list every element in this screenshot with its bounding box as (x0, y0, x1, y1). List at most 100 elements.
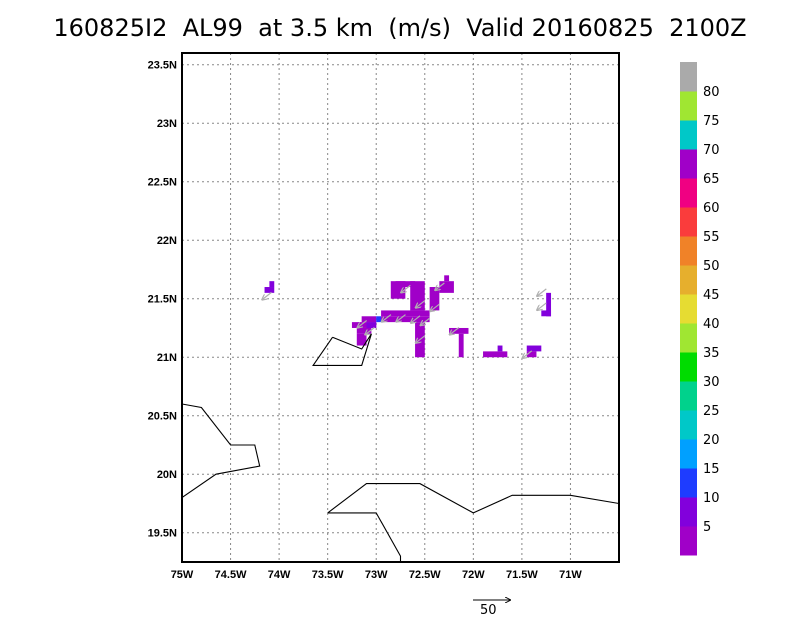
longitude-tick-labels: 75W 74.5W 74W 73.5W 73W 72.5W 72W 71.5W 71W (171, 569, 583, 581)
colorbar-segment (680, 149, 697, 179)
lat-tick-label: 21N (157, 352, 177, 364)
colorbar-segment (680, 62, 697, 92)
lon-tick-label: 74.5W (215, 569, 247, 581)
colorbar-segment (680, 294, 697, 324)
wind-cell (381, 310, 430, 317)
colorbar-label: 45 (703, 288, 720, 303)
wind-vector (411, 315, 421, 323)
wind-vector (401, 284, 411, 292)
wind-vector (430, 303, 440, 311)
wind-speed-field (264, 275, 552, 358)
lat-tick-label: 22.5N (148, 177, 177, 189)
lon-tick-label: 73W (365, 569, 388, 581)
lat-tick-label: 20.5N (148, 411, 177, 423)
wind-vectors (262, 282, 547, 358)
colorbar-label: 75 (703, 114, 720, 129)
wind-vector (537, 288, 547, 296)
wind-vector (397, 314, 406, 322)
wind-vector (416, 335, 426, 343)
lon-tick-label: 72.5W (409, 569, 441, 581)
colorbar-label: 80 (703, 85, 720, 100)
colorbar-segment (680, 526, 697, 556)
lon-tick-label: 75W (171, 569, 194, 581)
colorbar-label: 5 (703, 520, 711, 535)
wind-cell (269, 281, 275, 288)
map-frame (181, 52, 620, 563)
colorbar-segment (680, 468, 697, 498)
lon-tick-label: 72W (462, 569, 485, 581)
wind-cell (439, 281, 454, 293)
wind-vector (450, 327, 460, 334)
wind-cell (351, 322, 377, 328)
wind-cell (526, 345, 542, 352)
wind-vector (435, 282, 445, 290)
colorbar-segment (680, 236, 697, 266)
colorbar-label: 30 (703, 375, 720, 390)
colorbar-label: 55 (703, 230, 720, 245)
colorbar-label: 40 (703, 317, 720, 332)
wind-cell (526, 351, 537, 358)
wind-cell (429, 287, 440, 311)
wind-cell (483, 351, 508, 358)
colorbar-segment (680, 178, 697, 208)
colorbar-segment (680, 439, 697, 469)
wind-cell (264, 287, 275, 293)
wind-cell (497, 345, 503, 352)
colorbar-segment (680, 323, 697, 353)
wind-cell (381, 316, 430, 323)
colorbar-label: 25 (703, 404, 720, 419)
wind-vector (537, 302, 547, 310)
wind-vector (416, 300, 426, 308)
colorbar-segment (680, 120, 697, 150)
map-gridlines (182, 53, 619, 562)
wind-vector (262, 291, 272, 299)
coastline (327, 483, 619, 514)
colorbar-segment (680, 381, 697, 411)
wind-vector (382, 314, 392, 322)
wind-cell (458, 333, 464, 358)
coastlines (182, 333, 619, 562)
colorbar-label: 65 (703, 172, 720, 187)
lat-tick-label: 21.5N (148, 294, 177, 306)
wind-cell (356, 333, 367, 346)
colorbar-label: 50 (703, 259, 720, 274)
colorbar-segment (680, 497, 697, 527)
wind-cell (449, 327, 469, 334)
wind-cell (361, 316, 377, 323)
colorbar-label: 10 (703, 491, 720, 506)
lon-tick-label: 73.5W (312, 569, 344, 581)
lat-tick-label: 23N (157, 118, 177, 130)
wind-vector (365, 327, 375, 334)
lat-tick-label: 19.5N (148, 528, 177, 540)
lon-tick-label: 74W (268, 569, 291, 581)
wind-vector (523, 350, 533, 358)
coastline (312, 333, 372, 366)
coastline (182, 403, 261, 499)
latitude-tick-labels: 19.5N 20N 20.5N 21N 21.5N 22N 22.5N 23N 23.5N (148, 60, 177, 540)
coastline (327, 512, 402, 562)
colorbar-segment (680, 352, 697, 382)
reference-vector: 50 (473, 600, 510, 618)
colorbar-label: 35 (703, 346, 720, 361)
lat-tick-label: 23.5N (148, 60, 177, 72)
reference-vector-label: 50 (480, 603, 497, 618)
wind-cell (376, 316, 382, 323)
lon-tick-label: 71W (559, 569, 582, 581)
lat-tick-label: 22N (157, 235, 177, 247)
wind-vector (421, 317, 431, 325)
colorbar-label: 15 (703, 462, 720, 477)
wind-cell (444, 275, 450, 282)
colorbar-label: 70 (703, 143, 720, 158)
colorbar-label: 60 (703, 201, 720, 216)
map-title: 160825I2 AL99 at 3.5 km (m/s) Valid 2016… (53, 14, 747, 42)
lon-tick-label: 71.5W (506, 569, 538, 581)
colorbar-label: 20 (703, 433, 720, 448)
colorbar-segment (680, 207, 697, 237)
wind-vector (358, 319, 368, 327)
colorbar-segment (680, 91, 697, 121)
wind-cell (546, 292, 552, 317)
lat-tick-label: 20N (157, 469, 177, 481)
wind-cell (541, 310, 552, 317)
colorbar-segment (680, 410, 697, 440)
